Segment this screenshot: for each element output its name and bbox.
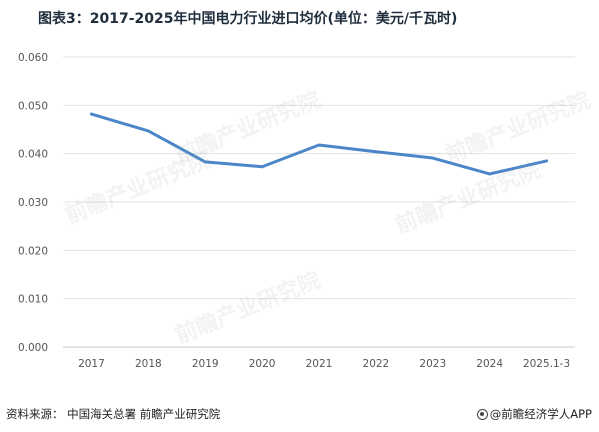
brand-credit: @前瞻经济学人APP [476,406,592,422]
x-tick-label: 2025.1-3 [523,358,570,370]
y-axis-tick-labels: 0.000 0.010 0.020 0.030 0.040 0.050 0.060 [18,52,48,354]
data-point [545,159,548,163]
x-tick-label: 2022 [363,358,390,370]
y-tick-label: 0.000 [18,342,48,354]
data-point [260,165,264,169]
data-point [203,160,207,164]
y-tick-label: 0.060 [18,52,48,64]
data-point [146,129,150,133]
x-tick-label: 2023 [419,358,446,370]
footer: 资料来源： 中国海关总署 前瞻产业研究院 @前瞻经济学人APP [6,406,594,426]
data-point [488,172,492,176]
y-tick-label: 0.020 [18,245,48,257]
x-tick-label: 2019 [192,358,219,370]
y-tick-label: 0.030 [18,197,48,209]
data-series [89,112,549,176]
brand-text: @前瞻经济学人APP [489,407,592,421]
source-note: 资料来源： 中国海关总署 前瞻产业研究院 [6,407,221,421]
x-tick-label: 2018 [135,358,162,370]
x-axis-tick-labels: 2017 2018 2019 2020 2021 2022 2023 2024 2025.1-3 [78,358,570,370]
data-point [374,150,378,154]
x-tick-label: 2024 [476,358,503,370]
brand-logo-icon [476,409,488,420]
x-tick-label: 2020 [249,358,276,370]
data-point [317,143,321,147]
y-tick-label: 0.050 [18,100,48,112]
chart-title: 图表3：2017-2025年中国电力行业进口均价(单位：美元/千瓦时) [38,11,458,27]
gridlines [63,56,575,348]
x-tick-label: 2017 [78,358,105,370]
data-point [431,156,435,160]
data-point [90,112,93,116]
y-tick-label: 0.040 [18,149,48,161]
y-tick-label: 0.010 [18,294,48,306]
x-tick-label: 2021 [306,358,333,370]
